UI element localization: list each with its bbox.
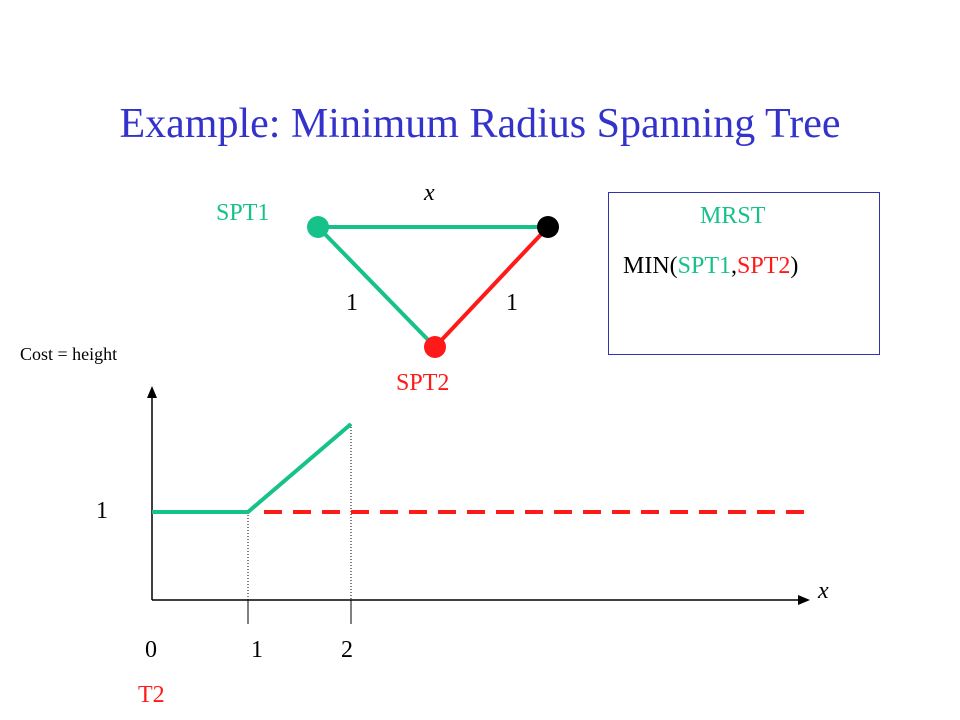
mrst-heading: MRST <box>700 203 766 229</box>
x-axis-label: x <box>818 578 829 604</box>
edge-left-label: 1 <box>346 290 358 316</box>
y-tick-1: 1 <box>96 498 108 524</box>
formula-spt2: SPT2 <box>737 253 791 279</box>
mrst-formula: MIN(SPT1,SPT2) <box>623 253 798 280</box>
x-tick-0: 0 <box>145 637 157 663</box>
spt1-cost-curve <box>152 422 353 514</box>
y-axis-arrow <box>147 386 157 398</box>
node-spt2 <box>424 336 446 358</box>
formula-prefix: MIN( <box>623 253 678 279</box>
node-spt1 <box>307 216 329 238</box>
node-black <box>537 216 559 238</box>
formula-spt1: SPT1 <box>677 253 732 279</box>
mrst-box <box>608 192 880 355</box>
formula-sep: , <box>731 253 738 279</box>
edge-top-label: x <box>424 180 435 206</box>
edge-right-label: 1 <box>506 290 518 316</box>
label-spt2: SPT2 <box>396 370 450 396</box>
formula-suffix: ) <box>790 253 799 279</box>
x-tick-2: 2 <box>341 637 353 663</box>
edge-right <box>433 225 550 349</box>
label-spt1: SPT1 <box>216 200 270 226</box>
x-axis-arrow <box>798 595 810 605</box>
edge-left <box>316 225 437 349</box>
y-axis-label: Cost = height <box>20 344 118 364</box>
t2-label: T2 <box>138 682 165 708</box>
slide-title: Example: Minimum Radius Spanning Tree <box>119 101 841 147</box>
x-tick-1: 1 <box>251 637 263 663</box>
